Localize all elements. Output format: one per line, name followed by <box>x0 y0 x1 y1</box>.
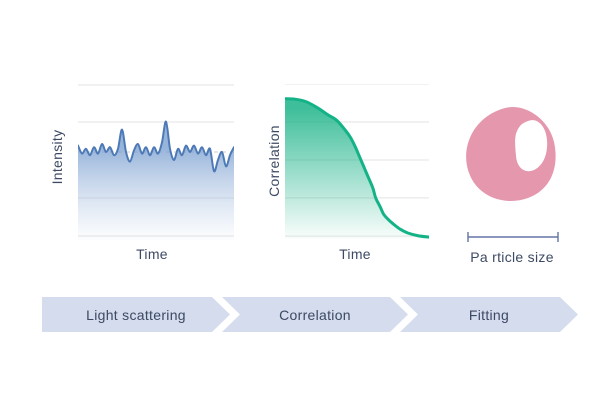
correlation-chart <box>285 84 429 239</box>
process-step-fitting: Fitting <box>400 297 578 332</box>
process-step-label: Fitting <box>468 306 510 323</box>
intensity-chart <box>78 84 234 240</box>
intensity-y-axis-label: Intensity <box>49 129 65 185</box>
process-step-light-scattering: Light scattering <box>42 297 230 332</box>
process-step-correlation: Correlation <box>222 297 408 332</box>
particle-size-scale-bar <box>467 232 559 242</box>
particle-blob-icon <box>466 106 556 201</box>
intensity-x-axis-label: Time <box>136 246 168 262</box>
process-step-label: Correlation <box>279 306 351 323</box>
correlation-x-axis-label: Time <box>339 246 371 262</box>
process-step-label: Light scattering <box>86 306 186 323</box>
particle-size-label: Pa rticle size <box>470 249 554 265</box>
correlation-y-axis-label: Correlation <box>266 125 282 197</box>
